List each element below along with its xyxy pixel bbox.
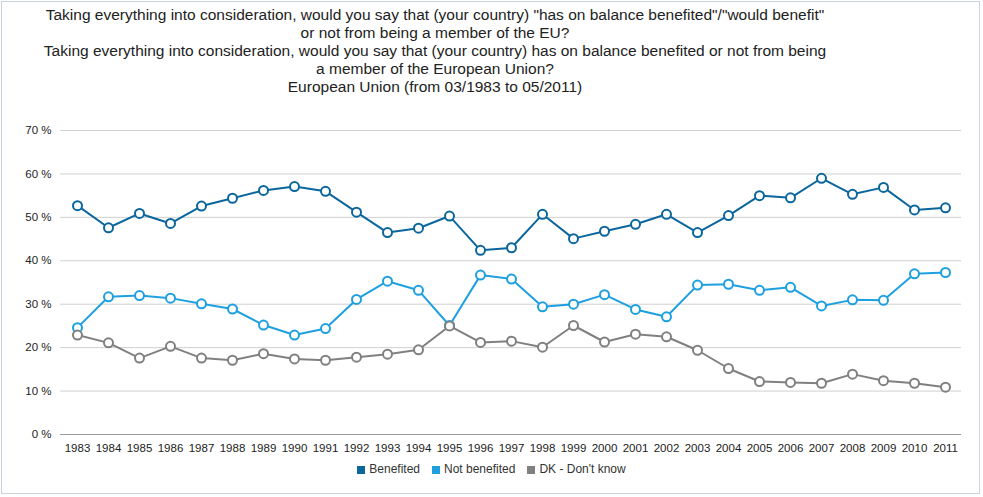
- svg-text:1986: 1986: [158, 442, 184, 454]
- svg-text:1997: 1997: [499, 442, 525, 454]
- svg-text:2002: 2002: [654, 442, 680, 454]
- svg-text:70 %: 70 %: [25, 124, 51, 136]
- svg-text:60 %: 60 %: [25, 168, 51, 180]
- svg-text:2009: 2009: [871, 442, 897, 454]
- svg-text:2006: 2006: [778, 442, 804, 454]
- svg-text:1994: 1994: [406, 442, 432, 454]
- svg-text:20 %: 20 %: [25, 341, 51, 353]
- svg-text:2008: 2008: [840, 442, 866, 454]
- svg-text:2003: 2003: [685, 442, 711, 454]
- svg-text:1984: 1984: [96, 442, 122, 454]
- html-text:DK - Don't know: DK - Don't know: [539, 462, 626, 476]
- svg-text:1999: 1999: [561, 442, 587, 454]
- html-text:Taking everything into conside: Taking everything into consideration, wo…: [45, 6, 825, 41]
- svg-text:1998: 1998: [530, 442, 556, 454]
- svg-text:1988: 1988: [220, 442, 246, 454]
- html-text:Not benefited: Not benefited: [444, 462, 516, 476]
- svg-text:2011: 2011: [933, 442, 958, 454]
- svg-text:2001: 2001: [623, 442, 649, 454]
- svg-text:0 %: 0 %: [32, 428, 52, 440]
- svg-text:1990: 1990: [282, 442, 308, 454]
- svg-text:2010: 2010: [902, 442, 928, 454]
- svg-text:1985: 1985: [127, 442, 153, 454]
- svg-text:30 %: 30 %: [25, 298, 51, 310]
- svg-text:2005: 2005: [747, 442, 773, 454]
- svg-text:2000: 2000: [592, 442, 618, 454]
- svg-text:10 %: 10 %: [25, 385, 51, 397]
- svg-text:1983: 1983: [65, 442, 91, 454]
- svg-text:1993: 1993: [375, 442, 401, 454]
- html-text:European Union (from 03/1983 t: European Union (from 03/1983 to 05/2011): [287, 78, 583, 95]
- svg-text:40 %: 40 %: [25, 254, 51, 266]
- svg-text:1991: 1991: [313, 442, 339, 454]
- svg-text:2007: 2007: [809, 442, 835, 454]
- html-text:Benefited: Benefited: [369, 462, 420, 476]
- svg-text:50 %: 50 %: [25, 211, 51, 223]
- svg-text:2004: 2004: [716, 442, 742, 454]
- svg-text:1995: 1995: [437, 442, 463, 454]
- svg-text:1992: 1992: [344, 442, 370, 454]
- svg-text:1996: 1996: [468, 442, 494, 454]
- svg-text:1987: 1987: [189, 442, 215, 454]
- html-text:Taking everything into conside: Taking everything into consideration, wo…: [43, 42, 827, 77]
- svg-text:1989: 1989: [251, 442, 277, 454]
